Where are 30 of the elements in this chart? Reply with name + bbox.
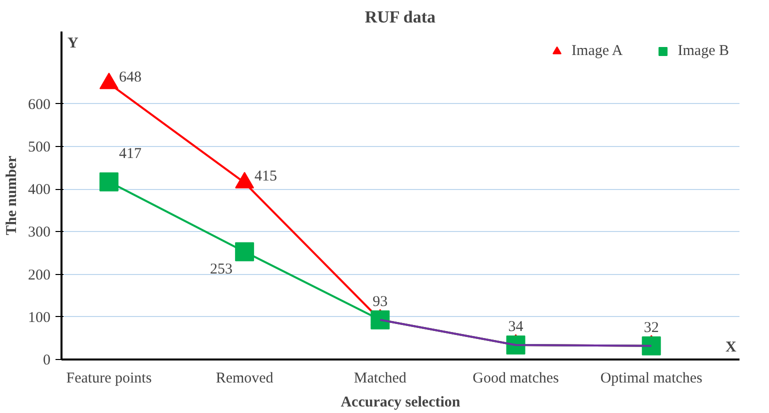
x-tick-label: Removed [216, 370, 274, 386]
point [99, 172, 118, 192]
y-tick-label: 600 [28, 96, 50, 113]
y-tick-label: 100 [28, 310, 50, 326]
data-label: 93 [372, 294, 388, 310]
legend-label: Image A [572, 42, 623, 60]
annotation: X [726, 340, 736, 356]
y-tick-label: 500 [28, 140, 50, 156]
y-axis-title: The number [4, 155, 20, 236]
point [370, 310, 390, 330]
x-tick-label: Feature points [66, 370, 152, 386]
data-label: 417 [118, 146, 142, 162]
y-tick-label: 0 [43, 352, 50, 368]
x-tick-label: Matched [354, 370, 407, 386]
point [235, 242, 254, 262]
y-tick-label: 400 [28, 182, 50, 198]
point [642, 336, 661, 356]
x-tick-label: Good matches [472, 370, 560, 386]
y-tick-label: 300 [28, 224, 50, 241]
x-axis-title: Accuracy selection [340, 394, 461, 410]
annotation: Y [68, 36, 78, 52]
legend-label: Image B [678, 42, 729, 60]
data-label: 415 [254, 168, 278, 185]
chart-title: RUF data [364, 8, 436, 26]
x-tick-label: Optimal matches [600, 370, 703, 386]
data-label: 34 [508, 319, 524, 336]
data-label: 253 [210, 262, 233, 278]
data-label: 32 [644, 320, 659, 336]
data-label: 648 [118, 69, 142, 86]
y-tick-label: 200 [28, 267, 50, 284]
